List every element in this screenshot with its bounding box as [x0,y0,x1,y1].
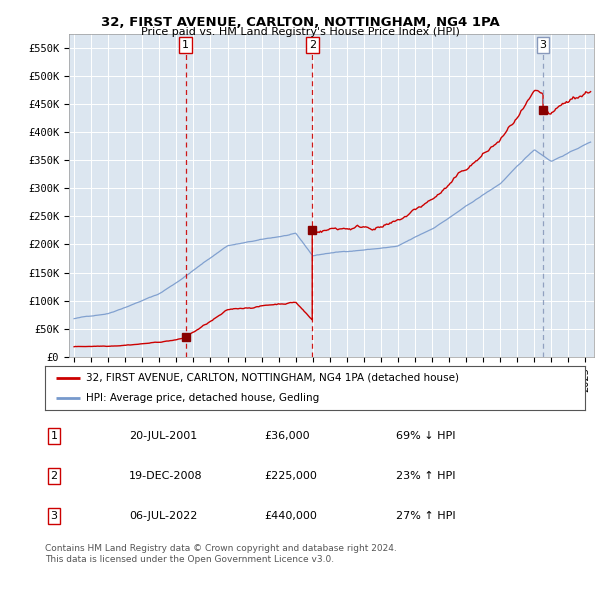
Text: 2: 2 [308,40,316,50]
Text: £36,000: £36,000 [264,431,310,441]
Text: £225,000: £225,000 [264,471,317,481]
Text: 32, FIRST AVENUE, CARLTON, NOTTINGHAM, NG4 1PA: 32, FIRST AVENUE, CARLTON, NOTTINGHAM, N… [101,16,499,29]
Text: £440,000: £440,000 [264,512,317,521]
Text: 3: 3 [539,40,547,50]
Text: 32, FIRST AVENUE, CARLTON, NOTTINGHAM, NG4 1PA (detached house): 32, FIRST AVENUE, CARLTON, NOTTINGHAM, N… [86,373,458,383]
Text: 23% ↑ HPI: 23% ↑ HPI [396,471,455,481]
Text: 69% ↓ HPI: 69% ↓ HPI [396,431,455,441]
Text: 19-DEC-2008: 19-DEC-2008 [129,471,203,481]
Text: Price paid vs. HM Land Registry's House Price Index (HPI): Price paid vs. HM Land Registry's House … [140,27,460,37]
Text: 3: 3 [50,512,58,521]
Text: 1: 1 [182,40,189,50]
Text: 2: 2 [50,471,58,481]
Text: 27% ↑ HPI: 27% ↑ HPI [396,512,455,521]
Text: HPI: Average price, detached house, Gedling: HPI: Average price, detached house, Gedl… [86,393,319,403]
Text: 1: 1 [50,431,58,441]
Text: Contains HM Land Registry data © Crown copyright and database right 2024.
This d: Contains HM Land Registry data © Crown c… [45,545,397,563]
Text: 06-JUL-2022: 06-JUL-2022 [129,512,197,521]
Text: 20-JUL-2001: 20-JUL-2001 [129,431,197,441]
